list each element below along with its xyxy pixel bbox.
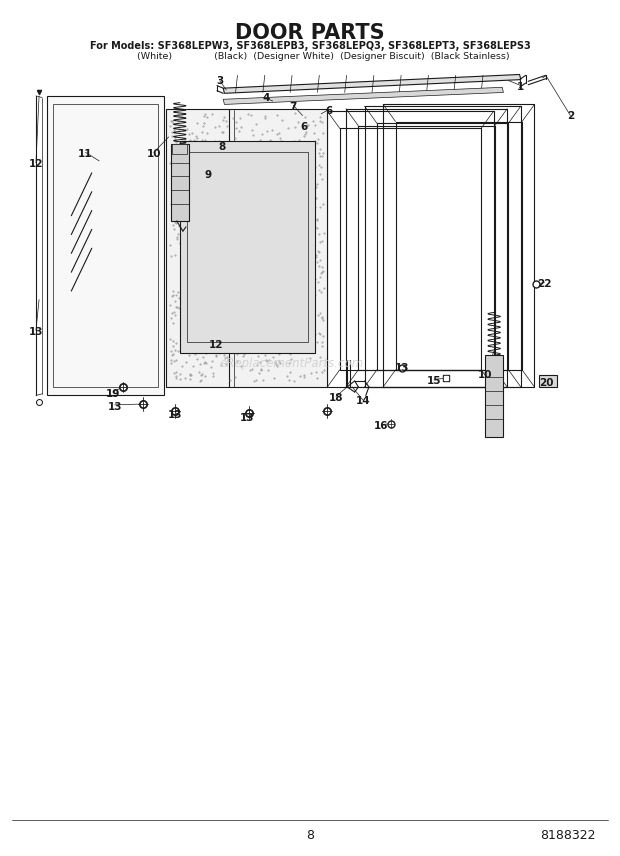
- Bar: [180, 141, 315, 353]
- Text: 13: 13: [167, 410, 182, 420]
- Text: 12: 12: [208, 340, 223, 350]
- Text: 18: 18: [329, 393, 343, 403]
- Text: (White)              (Black)  (Designer White)  (Designer Biscuit)  (Black Stain: (White) (Black) (Designer White) (Design…: [110, 52, 510, 61]
- Text: DOOR PARTS: DOOR PARTS: [235, 22, 385, 43]
- Text: 9: 9: [204, 170, 211, 181]
- Text: 6: 6: [300, 122, 308, 132]
- Text: 1: 1: [517, 82, 525, 92]
- Text: 6: 6: [325, 106, 332, 116]
- Text: 8: 8: [218, 142, 226, 152]
- Bar: [539, 375, 557, 387]
- Text: 15: 15: [427, 376, 441, 386]
- Text: 7: 7: [290, 102, 297, 112]
- Bar: [53, 104, 158, 387]
- Bar: [166, 109, 327, 387]
- Text: 8: 8: [306, 829, 314, 842]
- Text: 11: 11: [78, 149, 93, 159]
- Text: For Models: SF368LEPW3, SF368LEPB3, SF368LEPQ3, SF368LEPT3, SF368LEPS3: For Models: SF368LEPW3, SF368LEPB3, SF36…: [90, 41, 530, 51]
- Text: eReplacementParts.com: eReplacementParts.com: [219, 357, 363, 371]
- Text: 4: 4: [263, 93, 270, 104]
- Bar: [172, 144, 187, 154]
- Text: 12: 12: [29, 159, 43, 169]
- Text: 10: 10: [477, 370, 492, 380]
- Bar: [46, 96, 164, 395]
- Polygon shape: [223, 74, 521, 93]
- Bar: [485, 355, 503, 437]
- Text: 19: 19: [105, 389, 120, 399]
- Text: 16: 16: [374, 421, 389, 431]
- Bar: [187, 152, 308, 342]
- Bar: [170, 144, 189, 221]
- Polygon shape: [223, 87, 503, 104]
- Text: 13: 13: [394, 363, 409, 373]
- Text: 13: 13: [29, 327, 43, 337]
- Text: 13: 13: [239, 413, 254, 423]
- Text: 13: 13: [107, 401, 122, 412]
- Text: 20: 20: [539, 378, 554, 389]
- Text: 14: 14: [355, 396, 370, 407]
- Text: 8188322: 8188322: [539, 829, 595, 842]
- Text: 3: 3: [216, 76, 224, 86]
- Text: 10: 10: [146, 149, 161, 159]
- Text: 22: 22: [537, 279, 552, 289]
- Text: 2: 2: [567, 110, 574, 121]
